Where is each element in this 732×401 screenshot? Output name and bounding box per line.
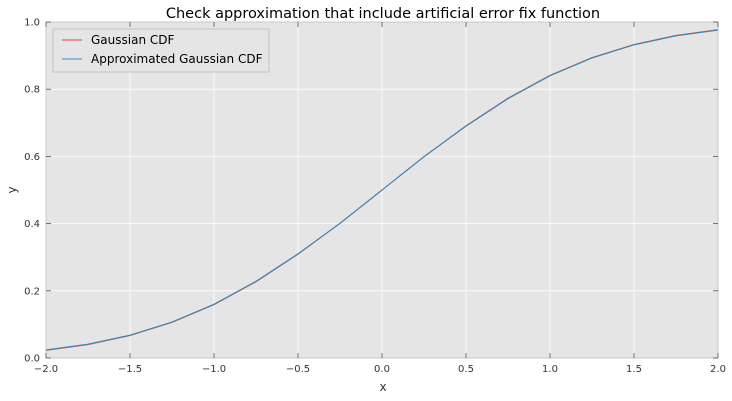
y-tick-label: 0.6 — [24, 152, 40, 163]
x-tick-label: 1.0 — [542, 364, 558, 375]
y-tick-label: 1.0 — [24, 18, 40, 29]
x-tick-label: 2.0 — [710, 364, 726, 375]
chart-title: Check approximation that include artific… — [166, 6, 600, 22]
x-tick-label: 1.5 — [626, 364, 642, 375]
x-tick-label: 0.5 — [458, 364, 474, 375]
series-line-approximated-gaussian-cdf — [45, 29, 719, 351]
y-tick-label: 0.0 — [24, 354, 40, 365]
x-tick-label: 0.0 — [374, 364, 390, 375]
y-tick-label: 0.8 — [24, 85, 40, 96]
x-tick-label: −1.0 — [202, 364, 226, 375]
x-tick-label: −2.0 — [34, 364, 58, 375]
series-layer — [45, 29, 719, 351]
x-tick-label: −0.5 — [286, 364, 310, 375]
legend: Gaussian CDF Approximated Gaussian CDF — [52, 28, 270, 73]
axis-ticks: −2.0 −1.5 −1.0 −0.5 0.0 0.5 1.0 1.5 2.0 0.0 0.2 0.4… — [24, 18, 726, 376]
legend-label-approximated-gaussian-cdf: Approximated Gaussian CDF — [91, 52, 263, 66]
x-axis-label: x — [379, 380, 386, 394]
x-tick-label: −1.5 — [118, 364, 142, 375]
legend-label-gaussian-cdf: Gaussian CDF — [91, 33, 174, 47]
y-axis-label: y — [5, 186, 19, 193]
y-tick-label: 0.4 — [24, 219, 40, 230]
legend-box — [52, 28, 270, 73]
y-tick-label: 0.2 — [24, 286, 40, 297]
